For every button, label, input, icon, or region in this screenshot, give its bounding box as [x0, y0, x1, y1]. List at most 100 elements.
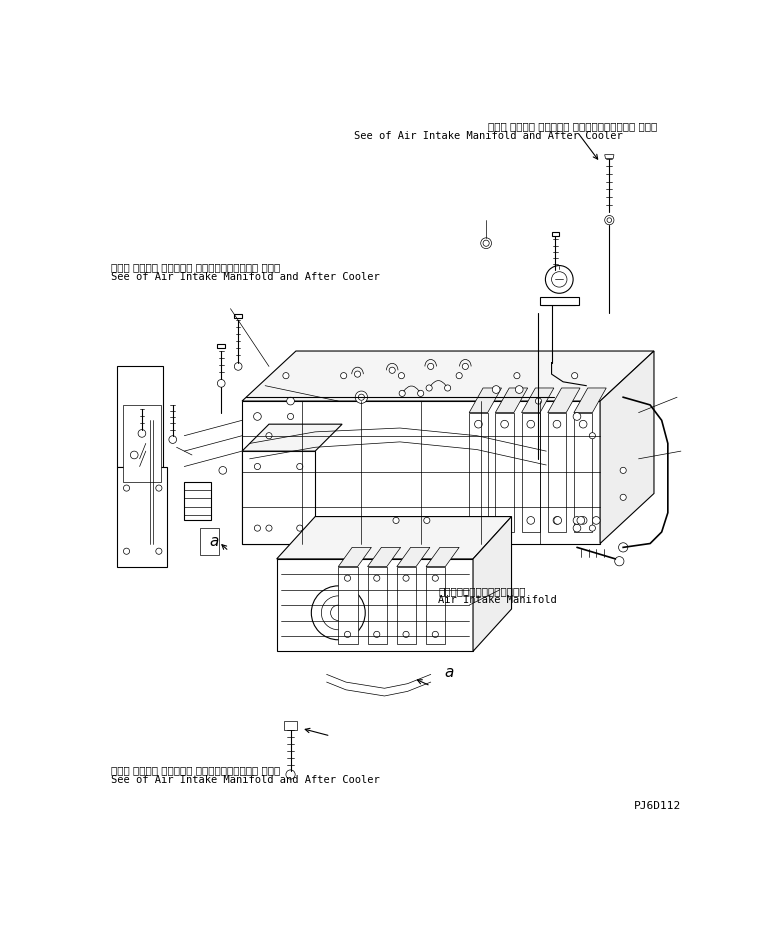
- Text: エアー インテー クマニホー ルドおよびアフタクー ラ参照: エアー インテー クマニホー ルドおよびアフタクー ラ参照: [111, 766, 280, 775]
- Circle shape: [554, 517, 562, 524]
- Circle shape: [553, 517, 561, 524]
- Polygon shape: [540, 297, 579, 305]
- Circle shape: [266, 525, 272, 532]
- Circle shape: [475, 420, 483, 428]
- Circle shape: [418, 390, 424, 397]
- Text: Air Intake Manifold: Air Intake Manifold: [438, 595, 557, 605]
- Polygon shape: [284, 721, 297, 730]
- Polygon shape: [184, 482, 211, 520]
- Text: See of Air Intake Manifold and After Cooler: See of Air Intake Manifold and After Coo…: [354, 131, 622, 140]
- Polygon shape: [217, 344, 225, 348]
- Circle shape: [155, 485, 162, 491]
- Circle shape: [287, 414, 294, 419]
- Circle shape: [355, 391, 368, 403]
- Polygon shape: [338, 548, 372, 566]
- Polygon shape: [242, 424, 342, 451]
- Circle shape: [432, 631, 438, 637]
- Circle shape: [254, 413, 262, 420]
- Polygon shape: [426, 548, 459, 566]
- Circle shape: [219, 466, 226, 475]
- Circle shape: [615, 557, 624, 566]
- Circle shape: [130, 451, 138, 459]
- Circle shape: [286, 770, 295, 779]
- Polygon shape: [397, 548, 430, 566]
- Circle shape: [428, 363, 433, 370]
- Circle shape: [577, 517, 585, 524]
- Circle shape: [456, 373, 462, 379]
- Text: See of Air Intake Manifold and After Cooler: See of Air Intake Manifold and After Coo…: [111, 272, 380, 283]
- Circle shape: [344, 631, 351, 637]
- Polygon shape: [551, 232, 559, 236]
- Polygon shape: [242, 401, 600, 544]
- Polygon shape: [574, 388, 606, 413]
- Polygon shape: [495, 388, 528, 413]
- Circle shape: [590, 432, 595, 439]
- Circle shape: [403, 631, 409, 637]
- Text: a: a: [209, 534, 219, 549]
- Circle shape: [590, 525, 595, 532]
- Text: エアー インテー クマニホー ルドおよびアフタクー ラ参照: エアー インテー クマニホー ルドおよびアフタクー ラ参照: [488, 122, 658, 132]
- Circle shape: [545, 266, 573, 293]
- Circle shape: [297, 463, 303, 470]
- Circle shape: [123, 548, 130, 554]
- Polygon shape: [541, 301, 575, 305]
- Text: PJ6D112: PJ6D112: [633, 801, 681, 812]
- Circle shape: [389, 367, 395, 373]
- Circle shape: [620, 494, 626, 501]
- Polygon shape: [368, 548, 401, 566]
- Polygon shape: [522, 388, 554, 413]
- Circle shape: [572, 373, 578, 379]
- Polygon shape: [242, 451, 316, 544]
- Circle shape: [580, 420, 587, 428]
- Circle shape: [432, 575, 438, 581]
- Polygon shape: [368, 566, 387, 644]
- Circle shape: [399, 390, 405, 397]
- Bar: [123, 405, 161, 482]
- Circle shape: [501, 517, 508, 524]
- Circle shape: [481, 238, 491, 249]
- Polygon shape: [473, 517, 512, 651]
- Circle shape: [424, 518, 430, 523]
- Circle shape: [462, 363, 469, 370]
- Circle shape: [604, 215, 614, 225]
- Polygon shape: [547, 388, 580, 413]
- Polygon shape: [397, 566, 416, 644]
- Circle shape: [155, 548, 162, 554]
- Circle shape: [169, 436, 177, 444]
- Circle shape: [573, 517, 581, 524]
- Polygon shape: [469, 388, 501, 413]
- Text: エアーインテークマニホールド: エアーインテークマニホールド: [438, 586, 526, 596]
- Polygon shape: [116, 466, 166, 566]
- Circle shape: [373, 631, 380, 637]
- Polygon shape: [276, 559, 473, 651]
- Polygon shape: [547, 413, 566, 532]
- Circle shape: [403, 575, 409, 581]
- Circle shape: [475, 517, 483, 524]
- Circle shape: [255, 463, 261, 470]
- Circle shape: [444, 385, 451, 391]
- Circle shape: [266, 432, 272, 439]
- Circle shape: [514, 373, 520, 379]
- Circle shape: [217, 379, 225, 388]
- Text: エアー インテー クマニホー ルドおよびアフタクー ラ参照: エアー インテー クマニホー ルドおよびアフタクー ラ参照: [111, 262, 280, 272]
- Text: a: a: [444, 665, 454, 680]
- Circle shape: [283, 373, 289, 379]
- Circle shape: [553, 420, 561, 428]
- Circle shape: [580, 517, 587, 524]
- Circle shape: [501, 420, 508, 428]
- Polygon shape: [338, 566, 358, 644]
- Polygon shape: [600, 351, 654, 544]
- Polygon shape: [522, 413, 540, 532]
- Circle shape: [138, 430, 146, 437]
- Polygon shape: [469, 413, 487, 532]
- Circle shape: [573, 524, 581, 532]
- Circle shape: [254, 524, 262, 532]
- Circle shape: [123, 485, 130, 491]
- Polygon shape: [234, 314, 242, 318]
- Circle shape: [398, 373, 405, 379]
- Circle shape: [297, 525, 303, 532]
- Circle shape: [592, 517, 600, 524]
- Circle shape: [426, 385, 432, 391]
- Polygon shape: [200, 528, 219, 555]
- Circle shape: [620, 467, 626, 474]
